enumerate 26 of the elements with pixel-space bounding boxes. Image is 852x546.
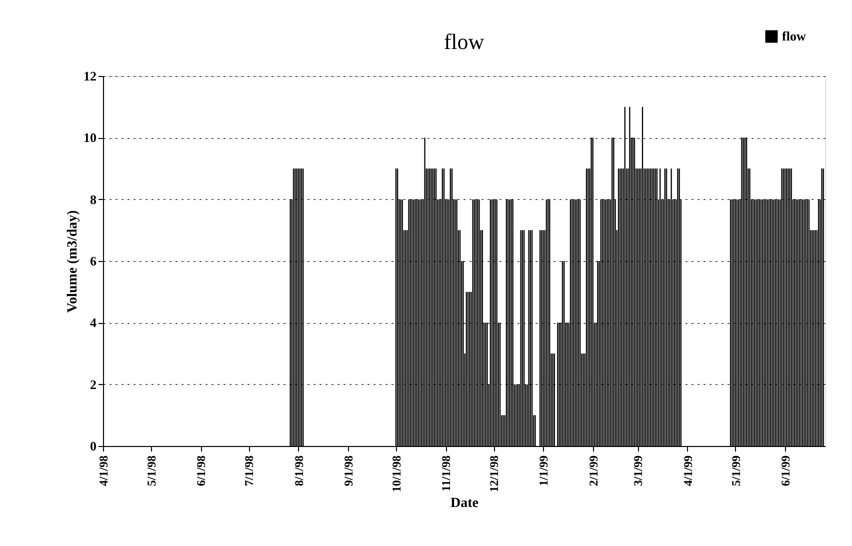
x-tick-label: 11/1/98 [439,456,454,492]
x-axis-title: Date [450,496,478,512]
y-tick-label: 10 [84,130,96,146]
x-tick-label: 9/1/98 [341,456,356,486]
x-tick-label: 4/1/98 [96,456,110,486]
x-tick-label: 8/1/98 [292,456,306,486]
x-tick-label: 1/1/99 [536,456,551,486]
x-tick-label: 6/1/98 [194,456,208,486]
x-tick-label: 6/1/99 [778,456,792,486]
x-tick-label: 10/1/98 [389,456,404,492]
y-tick-label: 2 [90,376,96,392]
x-tick-label: 7/1/98 [242,456,256,486]
legend-label: flow [782,28,806,44]
y-tick-label: 8 [90,192,97,207]
x-tick-label: 4/1/99 [680,456,695,486]
y-tick-label: 6 [90,254,97,268]
y-tick-label: 12 [84,68,96,84]
y-tick-label: 4 [90,315,97,330]
chart-title: flow [444,29,484,54]
y-tick-label: 0 [90,438,96,454]
x-tick-label: 2/1/99 [586,456,600,486]
x-tick-label: 12/1/98 [487,456,502,492]
x-tick-label: 3/1/99 [631,456,646,486]
y-axis-title: Volume (m3/day) [66,210,80,313]
x-tick-label: 5/1/98 [144,456,159,486]
x-tick-label: 5/1/99 [728,456,743,486]
